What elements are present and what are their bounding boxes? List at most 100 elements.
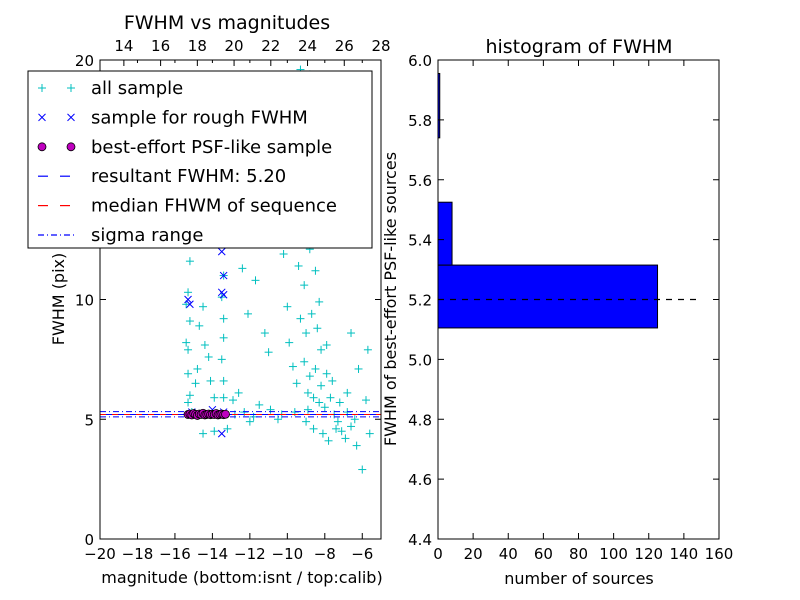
legend-label-2: best-effort PSF-like sample xyxy=(91,137,332,158)
point-0-77 xyxy=(311,364,320,373)
point-0-23 xyxy=(219,333,228,342)
point-0-106 xyxy=(315,297,324,306)
point-0-46 xyxy=(283,302,292,311)
point-0-37 xyxy=(210,393,219,402)
point-0-66 xyxy=(294,261,303,270)
hist-xtick-label-6: 120 xyxy=(634,545,663,563)
legend-entries: all sample sample for rough FWHM best-effo… xyxy=(37,78,337,246)
point-0-10 xyxy=(182,338,191,347)
point-0-47 xyxy=(285,338,294,347)
point-0-81 xyxy=(309,393,318,402)
legend-handle-1-a xyxy=(38,113,46,122)
hist-ytick-label-7: 5.8 xyxy=(408,112,432,130)
legend-label-3: resultant FWHM: 5.20 xyxy=(91,166,286,187)
point-0-26 xyxy=(219,393,228,402)
point-1-1-b xyxy=(186,300,194,309)
point-0-55 xyxy=(210,427,219,436)
histogram-bar-1 xyxy=(437,201,453,266)
point-0-25 xyxy=(219,376,228,385)
hist-xtick-label-8: 160 xyxy=(705,545,734,563)
histogram-marks xyxy=(437,72,697,329)
point-0-33 xyxy=(204,352,213,361)
hist-ytick-label-3: 5.0 xyxy=(408,351,432,369)
point-0-35 xyxy=(206,376,215,385)
point-1-6-b xyxy=(217,429,226,438)
point-0-32 xyxy=(200,341,209,350)
point-0-80 xyxy=(303,388,312,397)
point-1-2-b xyxy=(217,247,226,256)
hist-ytick-label-5: 5.4 xyxy=(408,232,432,250)
point-1-3-b xyxy=(219,271,228,280)
point-0-99 xyxy=(354,364,363,373)
point-0-13 xyxy=(184,398,193,407)
point-0-104 xyxy=(343,388,352,397)
xtick-label-3: −14 xyxy=(197,545,229,563)
point-0-22 xyxy=(219,314,228,323)
xtick-label-5: −10 xyxy=(272,545,304,563)
point-0-112 xyxy=(332,424,341,433)
point-0-34 xyxy=(193,364,202,373)
xtick-label-0: −20 xyxy=(84,545,116,563)
top-xtick-label-3: 20 xyxy=(225,37,244,55)
hist-ytick-label-6: 5.6 xyxy=(408,172,432,190)
point-0-69 xyxy=(311,266,320,275)
scatter-xlabel: magnitude (bottom:isnt / top:calib) xyxy=(101,568,382,587)
legend-entry-4: median FHWM of sequence xyxy=(38,196,337,217)
legend-handle-0-b xyxy=(67,84,75,92)
point-0-83 xyxy=(320,403,329,412)
top-xtick-label-7: 28 xyxy=(371,37,390,55)
point-1-0 xyxy=(184,295,192,304)
legend-handle-2-a xyxy=(37,142,47,152)
hist-ytick-label-8: 6.0 xyxy=(408,52,432,70)
point-0-48 xyxy=(288,362,297,371)
point-0-93 xyxy=(324,436,333,445)
point-0-42 xyxy=(264,348,273,357)
point-0-103 xyxy=(347,329,356,338)
point-0-24 xyxy=(217,355,226,364)
point-0-92 xyxy=(318,429,327,438)
legend-handle-2-b xyxy=(66,142,76,152)
point-0-86 xyxy=(333,417,342,426)
point-1-2 xyxy=(217,247,226,256)
point-0-113 xyxy=(350,415,359,424)
hist-xtick-label-4: 80 xyxy=(569,545,588,563)
point-0-31 xyxy=(199,302,208,311)
point-0-73 xyxy=(313,324,322,333)
point-0-102 xyxy=(365,429,374,438)
hist-ytick-label-4: 5.2 xyxy=(408,292,432,310)
point-0-97 xyxy=(335,398,344,407)
point-0-5 xyxy=(184,288,193,297)
point-0-39 xyxy=(243,309,252,318)
point-0-38 xyxy=(238,264,247,273)
legend-handle-1-b-b xyxy=(67,113,75,122)
top-xtick-label-4: 22 xyxy=(261,37,280,55)
scatter-legend: all sample sample for rough FWHM best-effo… xyxy=(27,70,373,249)
hist-xtick-label-7: 140 xyxy=(670,545,699,563)
point-0-95 xyxy=(302,417,311,426)
legend-handle-0-a xyxy=(38,84,46,92)
point-0-89 xyxy=(347,422,356,431)
point-0-76 xyxy=(305,372,314,381)
point-0-7 xyxy=(184,345,193,354)
point-0-87 xyxy=(337,427,346,436)
hist-xtick-label-2: 40 xyxy=(499,545,518,563)
point-0-79 xyxy=(322,369,331,378)
top-xtick-label-2: 18 xyxy=(188,37,207,55)
point-0-74 xyxy=(317,345,326,354)
point-0-56 xyxy=(223,424,232,433)
series-1 xyxy=(184,247,228,438)
xtick-label-2: −16 xyxy=(159,545,191,563)
scatter-ticks: −20 −18 −16 −14 −12 −10 −8 −6 14 16 18 20 22 24 26 28 0 5… xyxy=(75,37,391,563)
point-0-45 xyxy=(279,249,288,258)
hist-xtick-label-1: 20 xyxy=(464,545,483,563)
point-0-72 xyxy=(307,309,316,318)
point-0-8 xyxy=(184,369,193,378)
point-0-90 xyxy=(352,441,361,450)
point-2-20 xyxy=(221,409,230,419)
hist-xtick-label-3: 60 xyxy=(534,545,553,563)
point-0-52 xyxy=(255,400,264,409)
point-0-101 xyxy=(362,396,371,405)
hist-ytick-label-2: 4.8 xyxy=(408,411,432,429)
hist-xtick-label-0: 0 xyxy=(433,545,443,563)
